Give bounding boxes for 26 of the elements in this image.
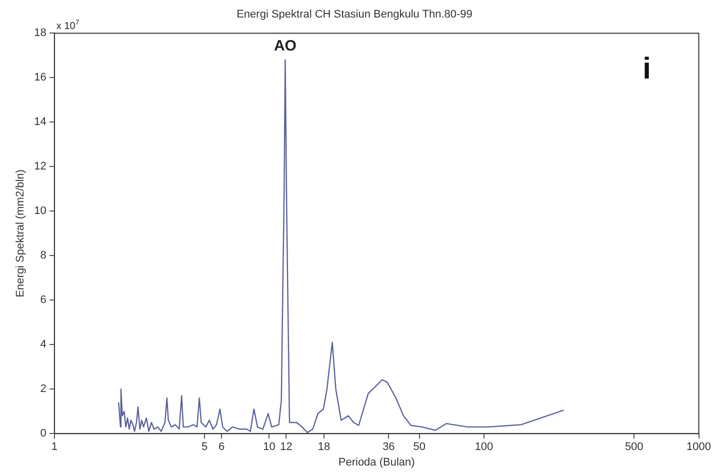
annotation: i [642, 52, 651, 86]
y-tick-label: 6 [40, 294, 46, 306]
x-tick-label: 100 [474, 441, 494, 454]
y-tick-label: 18 [34, 27, 46, 40]
chart-title: Energi Spektral CH Stasiun Bengkulu Thn.80-99 [236, 8, 472, 21]
x-tick-label: 12 [280, 441, 292, 454]
y-tick-label: 12 [34, 160, 46, 173]
y-tick-label: 8 [40, 250, 46, 262]
x-tick-label: 18 [318, 441, 330, 454]
x-axis-title: Perioda (Bulan) [338, 456, 415, 468]
y-tick-label: 10 [34, 205, 46, 218]
y-axis-title: Energi Spektral (mm2/bln) [14, 170, 27, 298]
x-tick-label: 500 [624, 441, 644, 454]
x-tick-label: 5 [201, 441, 208, 454]
x-tick-label: 1 [51, 441, 58, 454]
annotation: AO [274, 38, 297, 55]
x-tick-label: 10 [263, 441, 276, 454]
x-tick-label: 6 [218, 441, 225, 454]
y-tick-label: 2 [40, 383, 46, 396]
y-tick-label: 4 [40, 338, 46, 351]
y-tick-label: 14 [34, 116, 46, 128]
y-tick-label: 16 [34, 72, 46, 84]
x-tick-label: 1000 [686, 441, 712, 454]
y-tick-label: 0 [40, 428, 46, 440]
x-tick-label: 50 [413, 441, 426, 454]
x-tick-label: 36 [382, 441, 395, 454]
